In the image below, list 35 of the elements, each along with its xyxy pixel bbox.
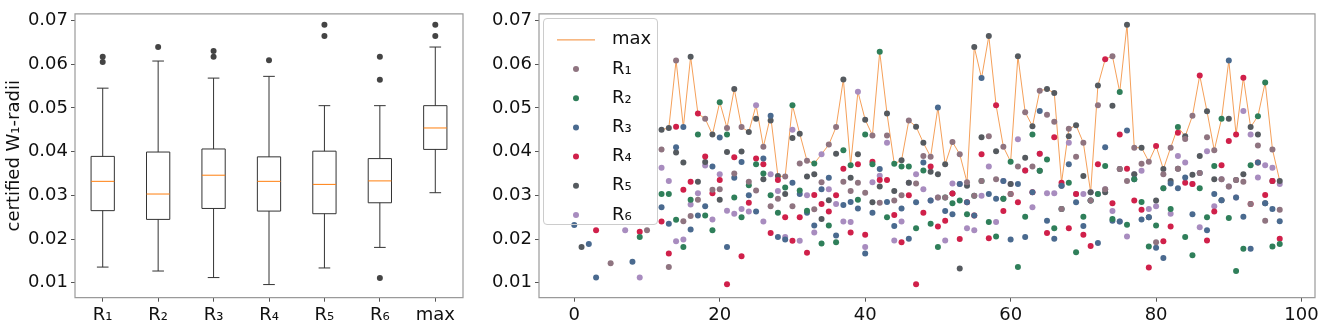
- legend-label: max: [612, 27, 652, 49]
- legend-label: R₃: [612, 115, 632, 137]
- y-tick-label: 0.02: [491, 226, 532, 248]
- x-tick-label: R₃: [203, 303, 224, 325]
- x-tick-label: 20: [708, 303, 732, 325]
- legend-label: R₁: [612, 56, 632, 78]
- x-tick-label: 60: [999, 303, 1023, 325]
- y-tick-label: 0.01: [27, 270, 68, 292]
- x-tick-label: R₁: [92, 303, 113, 325]
- x-tick-label: 0: [568, 303, 580, 325]
- x-tick-label: R₅: [314, 303, 335, 325]
- x-tick-label: 40: [853, 303, 877, 325]
- legend-label: R₂: [612, 85, 632, 107]
- y-tick-label: 0.04: [491, 139, 532, 161]
- y-tick-label: 0.07: [27, 8, 68, 30]
- y-tick-label: 0.01: [491, 270, 532, 292]
- x-tick-label: R₂: [148, 303, 169, 325]
- y-tick-label: 0.04: [27, 139, 68, 161]
- y-tick-label: 0.06: [491, 51, 532, 73]
- y-tick-label: 0.03: [27, 183, 68, 205]
- y-tick-label: 0.07: [491, 8, 532, 30]
- x-tick-label: R₆: [369, 303, 390, 325]
- y-tick-label: 0.06: [27, 51, 68, 73]
- y-axis-title: certified W₁-radii: [2, 80, 24, 232]
- x-tick-label: R₄: [259, 303, 279, 325]
- x-tick-label: max: [415, 303, 456, 325]
- y-tick-label: 0.05: [491, 95, 532, 117]
- x-tick-label: 80: [1144, 303, 1168, 325]
- legend-label: R₅: [612, 173, 632, 195]
- x-tick-label: 100: [1284, 303, 1319, 325]
- y-tick-label: 0.03: [491, 183, 532, 205]
- y-tick-label: 0.02: [27, 226, 68, 248]
- legend-label: R₆: [612, 202, 632, 224]
- legend-label: R₄: [612, 144, 632, 166]
- y-tick-label: 0.05: [27, 95, 68, 117]
